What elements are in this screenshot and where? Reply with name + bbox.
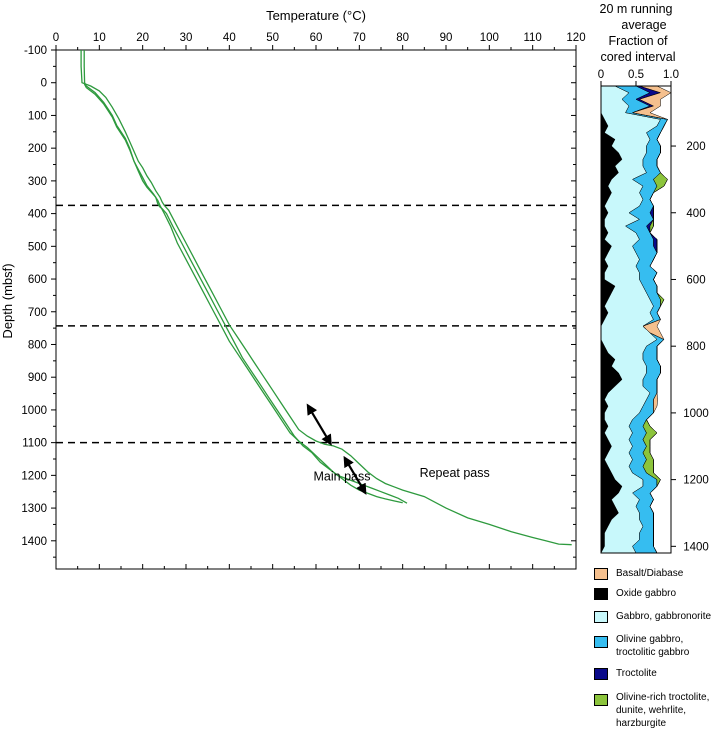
x-tick-label: 70 [353,32,366,44]
depth-reference-lines [56,204,576,444]
lithology-areas [600,85,672,554]
x-tick-label: 20 [136,32,149,44]
y-tick-label: 0 [41,78,47,90]
lith-frame [600,85,672,554]
lith-title-line-2: average [621,18,666,32]
y-tick-label: 1200 [21,470,47,482]
y-tick-label: 200 [28,143,47,155]
pass-label: Repeat pass [420,466,490,480]
y-tick-label: 500 [28,241,47,253]
y-tick-label: 700 [28,307,47,319]
temperature-curve [83,82,403,504]
figure: Temperature (°C) Depth (mbsf) 0 10 20 30 40 5… [0,2,709,570]
legend-label-olivine-rich-3: harzburgite [616,718,667,729]
lith-title-line-3: Fraction of [608,34,668,48]
lith-y-tick-label: 200 [686,141,705,153]
x-tick-label: 50 [266,32,279,44]
lithology-title: 20 m running average Fraction of cored i… [600,2,676,64]
y-tick-label: 1000 [21,405,47,417]
lith-x-tick-label: 0 [598,69,604,81]
lith-title-line-1: 20 m running [600,2,673,16]
x-tick-label: 110 [523,32,541,44]
swatch-basalt [594,568,608,580]
main-ticks: 0 10 20 30 40 50 60 70 80 90 100 110 120 -100 0 100 200 3… [21,32,586,569]
x-tick-label: 120 [566,32,585,44]
legend-label-olivine-rich-2: dunite, wehrlite, [616,705,687,716]
swatch-olivine-rich [594,694,608,706]
legend-label-oxide-gabbro: Oxide gabbro [616,588,677,599]
main-plot-frame [55,49,577,570]
pass-arrow [306,403,332,446]
lith-y-tick-label: 800 [686,341,705,353]
x-tick-label: 0 [53,32,59,44]
legend-label-gabbro: Gabbro, gabbronorite [616,611,712,622]
swatch-oxide-gabbro [594,588,608,600]
legend-label-basalt: Basalt/Diabase [616,568,684,579]
x-tick-label: 10 [93,32,106,44]
lith-title-line-4: cored interval [600,50,675,64]
legend-label-troctolite: Troctolite [616,668,657,679]
y-tick-label: 900 [28,372,47,384]
lith-y-tick-label: 600 [686,274,705,286]
lithology-column: 20 m running average Fraction of cored i… [598,2,709,554]
lithology-ticks: 0 0.5 1.0 200 400 600 800 1000 1200 1400 [598,69,709,553]
x-tick-label: 90 [440,32,453,44]
lith-y-tick-label: 400 [686,208,705,220]
swatch-olivine-gabbro [594,636,608,648]
legend-label-olivine-gabbro-1: Olivine gabbro, [616,634,684,645]
x-tick-label: 80 [396,32,409,44]
annotations: Main pass Repeat pass [306,403,490,495]
swatch-troctolite [594,668,608,680]
lith-y-tick-label: 1200 [683,475,709,487]
legend-label-olivine-gabbro-2: troctolitic gabbro [616,647,690,658]
y-tick-label: 600 [28,274,47,286]
lith-x-tick-label: 0.5 [628,69,644,81]
x-axis-label: Temperature (°C) [266,8,366,23]
swatch-gabbro [594,611,608,623]
y-tick-label: 300 [28,176,47,188]
lithology-area-basalt [632,85,672,554]
y-axis-label: Depth (mbsf) [0,263,15,338]
temperature-curve [80,50,572,546]
lith-x-tick-label: 1.0 [663,69,679,81]
y-tick-label: -100 [24,45,47,57]
temperature-depth-plot: Temperature (°C) Depth (mbsf) 0 10 20 30 40 5… [0,8,586,570]
x-tick-label: 30 [180,32,193,44]
y-tick-label: 1300 [21,503,47,515]
temperature-curve [83,50,408,504]
temperature-curves [80,50,572,546]
y-tick-label: 800 [28,339,47,351]
pass-label: Main pass [314,469,371,483]
y-tick-label: 100 [28,110,47,122]
pass-arrow [343,455,367,495]
x-tick-label: 40 [223,32,236,44]
y-tick-label: 400 [28,209,47,221]
lith-y-tick-label: 1000 [683,408,709,420]
y-tick-label: 1100 [22,438,47,450]
legend-label-olivine-rich-1: Olivine-rich troctolite, [616,692,710,703]
lith-y-tick-label: 1400 [683,541,709,553]
x-tick-label: 100 [480,32,499,44]
y-tick-label: 1400 [21,536,47,548]
x-tick-label: 60 [310,32,323,44]
